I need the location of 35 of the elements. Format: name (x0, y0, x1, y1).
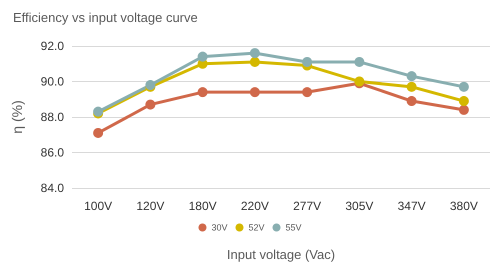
point (458, 96, 469, 106)
y-axis-title: η (%) (9, 100, 25, 134)
x-tick-label: 380V (450, 199, 478, 213)
point (302, 87, 312, 98)
x-axis-title: Input voltage (Vac) (226, 247, 336, 262)
x-tick-label: 347V (398, 199, 426, 213)
point (250, 87, 260, 98)
x-tick-label: 220V (240, 199, 269, 213)
y-tick-label: 90.0 (40, 74, 64, 88)
point (406, 71, 417, 82)
legend-label: 30V (211, 222, 228, 232)
x-tick-label: 305V (345, 199, 374, 213)
point (354, 56, 364, 67)
x-tick-label: 277V (293, 199, 322, 213)
y-tick-label: 86.0 (40, 146, 64, 160)
chart-title: Efficiency vs input voltage curve (13, 10, 198, 25)
x-tick-label: 120V (136, 199, 164, 213)
legend-label: 52V (248, 222, 265, 232)
point (250, 48, 260, 58)
point (198, 52, 208, 62)
y-tick-label: 92.0 (40, 39, 64, 53)
y-tick-label: 88.0 (40, 110, 64, 124)
point (93, 128, 104, 138)
x-tick-label: 100V (84, 199, 112, 213)
point (458, 104, 469, 115)
point (250, 56, 260, 67)
point (458, 82, 469, 92)
x-tick-label: 180V (188, 199, 217, 213)
legend-label: 55V (286, 222, 302, 232)
point (198, 87, 208, 98)
y-tick-label: 84.0 (40, 181, 64, 195)
point (302, 56, 312, 67)
point (145, 100, 156, 110)
point (406, 82, 417, 92)
point (406, 96, 417, 106)
